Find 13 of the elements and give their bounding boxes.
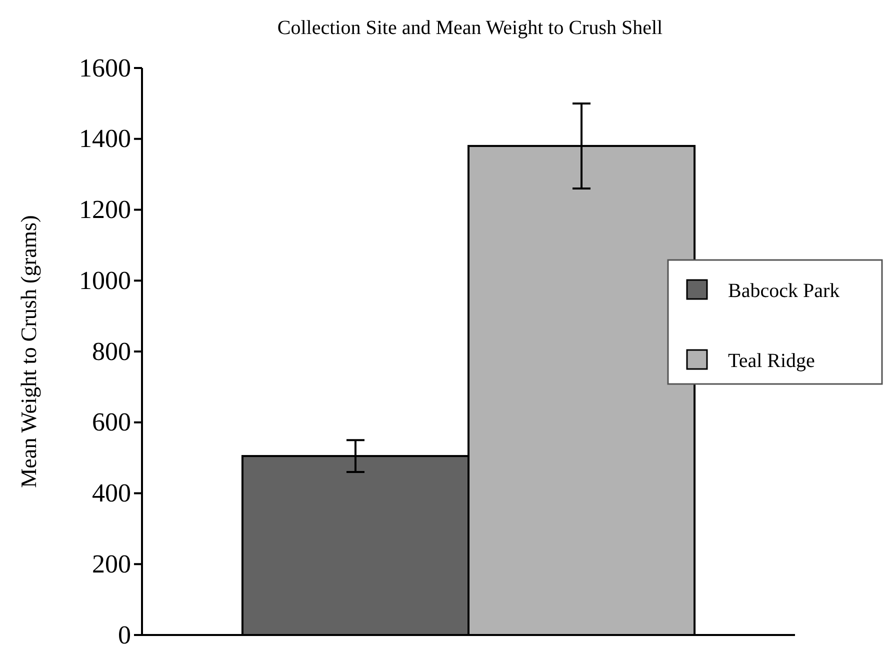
- y-tick-label: 1200: [79, 195, 131, 224]
- y-axis-title: Mean Weight to Crush (grams): [16, 215, 41, 488]
- y-tick-label: 600: [92, 408, 131, 437]
- y-tick-label: 1000: [79, 266, 131, 295]
- y-tick-label: 0: [118, 620, 131, 650]
- legend-label: Babcock Park: [728, 280, 840, 302]
- y-tick-label: 1400: [79, 124, 131, 154]
- legend-label: Teal Ridge: [728, 350, 816, 372]
- y-tick-label: 200: [92, 549, 131, 578]
- y-tick-label: 1600: [79, 53, 131, 82]
- chart-title: Collection Site and Mean Weight to Crush Shell: [277, 17, 664, 39]
- y-tick-label: 800: [92, 336, 131, 366]
- y-tick-label: 400: [92, 478, 131, 508]
